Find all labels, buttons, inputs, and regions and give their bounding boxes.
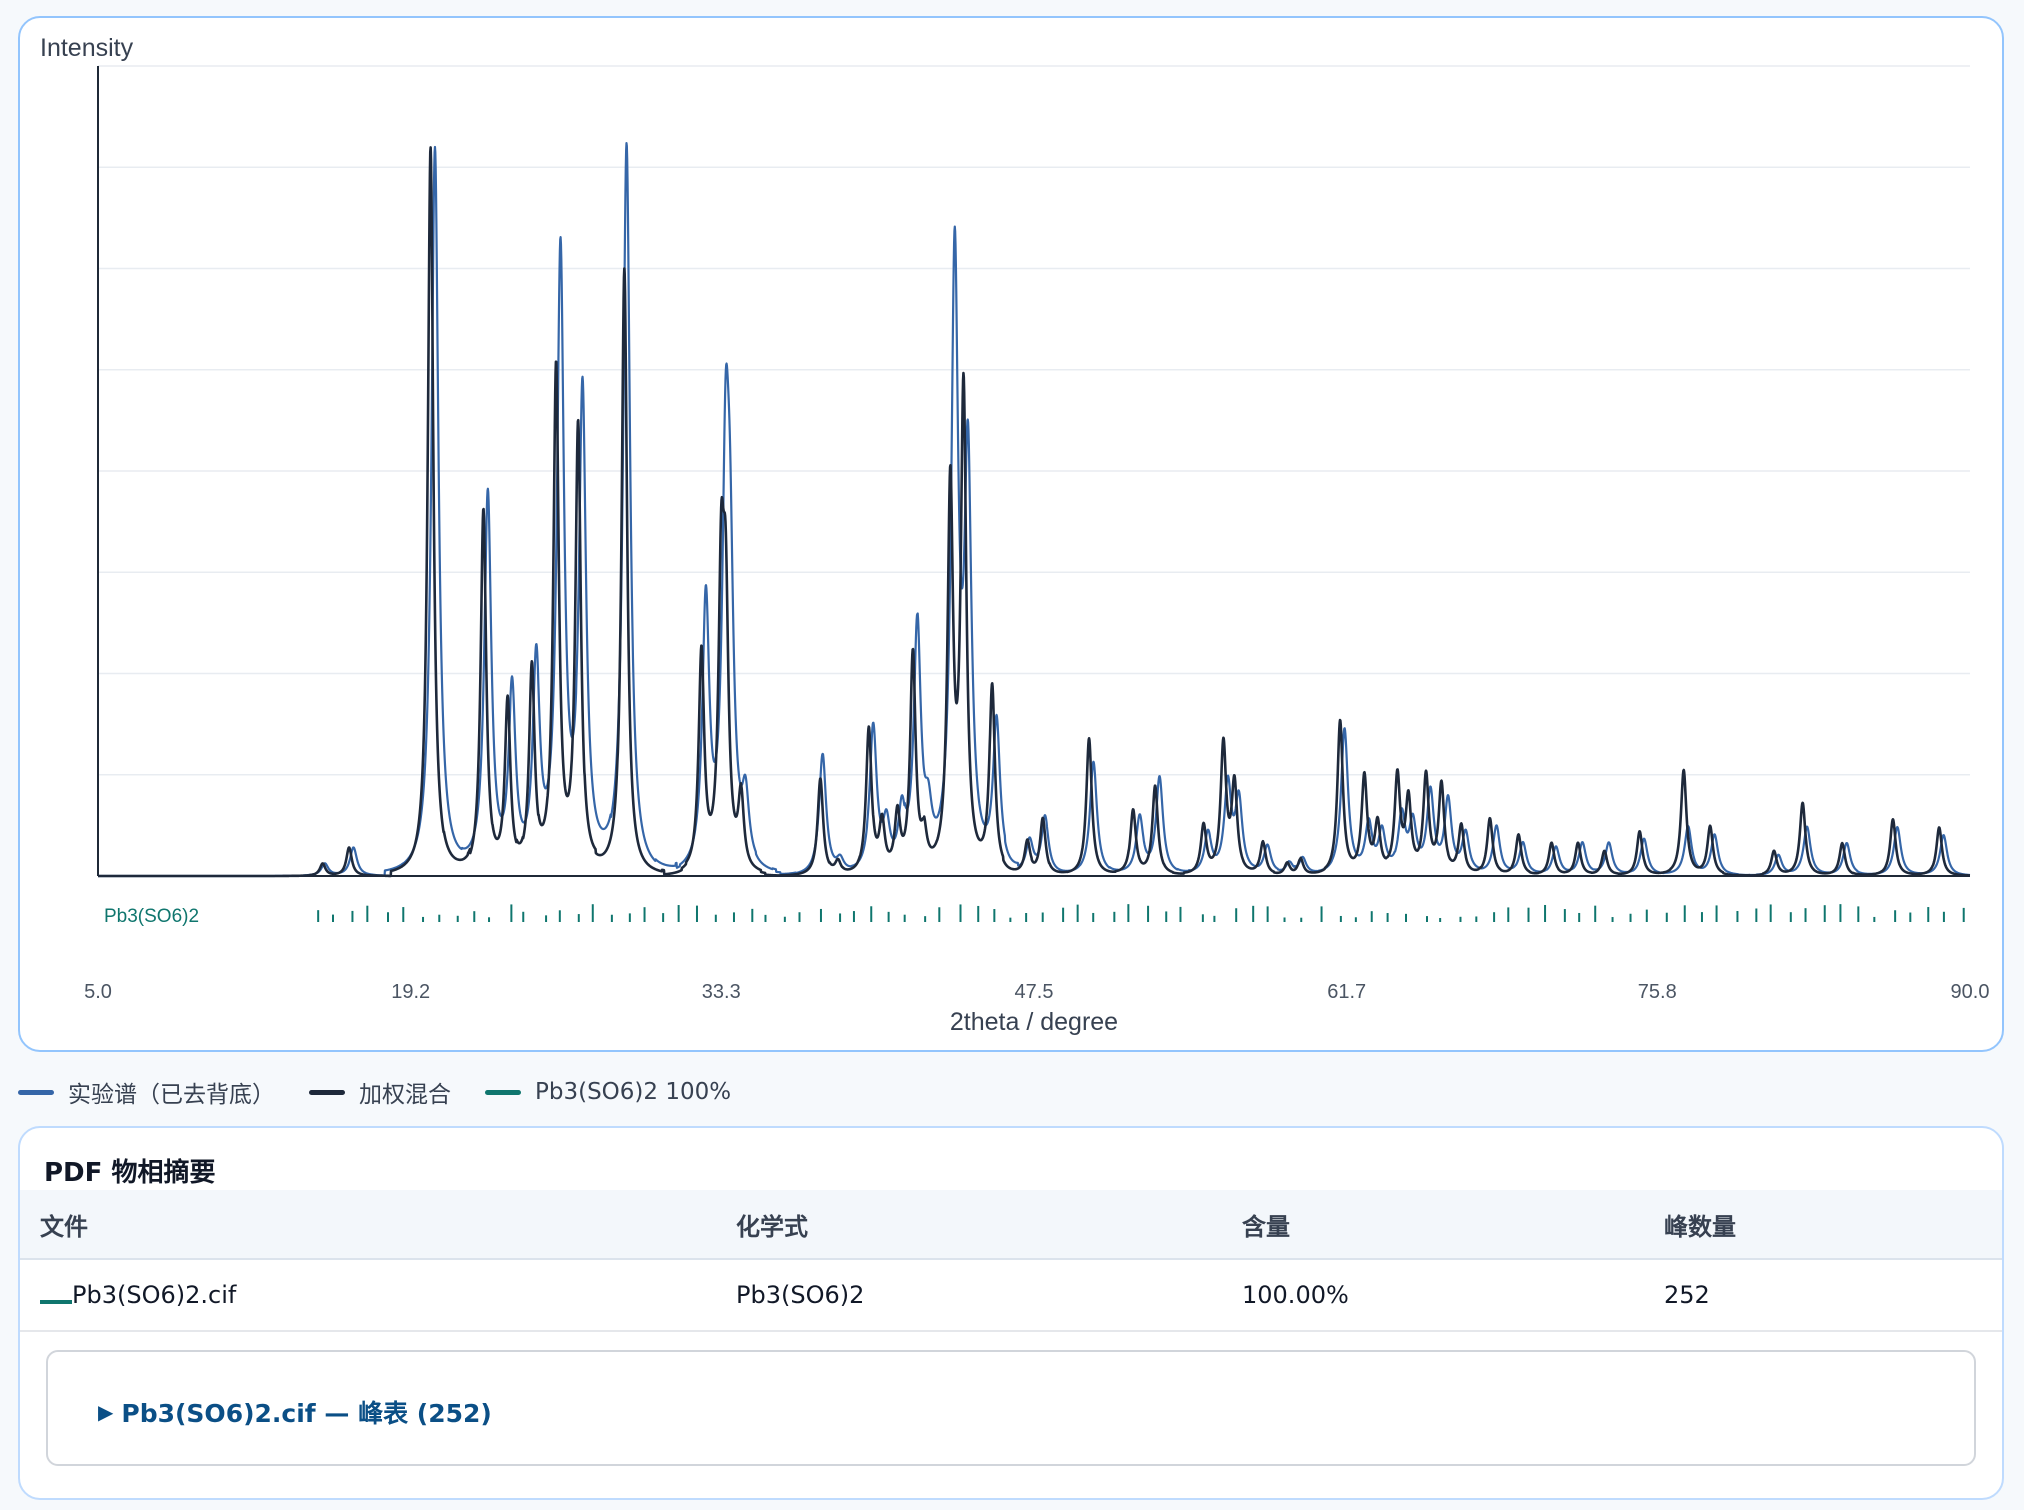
column-header-file: 文件 bbox=[20, 1190, 736, 1260]
expand-triangle-icon: ▶ bbox=[98, 1400, 114, 1424]
x-tick-label: 5.0 bbox=[84, 981, 112, 1003]
legend-swatch bbox=[309, 1089, 345, 1095]
legend-item: Pb3(SO6)2 100% bbox=[485, 1079, 731, 1105]
phase-color-swatch bbox=[40, 1300, 72, 1304]
formula-cell: Pb3(SO6)2 bbox=[736, 1259, 1242, 1332]
summary-title: PDF 物相摘要 bbox=[44, 1158, 216, 1188]
phase-summary-card: PDF 物相摘要 文件 化学式 含量 峰数量 Pb3(SO6)2.cif Pb3… bbox=[18, 1126, 2004, 1500]
column-header-formula: 化学式 bbox=[736, 1190, 1242, 1260]
peak-table-details: ▶ Pb3(SO6)2.cif — 峰表 (252) bbox=[46, 1350, 1976, 1466]
phase-table: 文件 化学式 含量 峰数量 Pb3(SO6)2.cif Pb3(SO6)2 10… bbox=[20, 1190, 2002, 1332]
xrd-chart: Pb3(SO6)2 5.0 19.2 33.3 47.5 61.7 75.8 90.0 2the… bbox=[40, 34, 1990, 1036]
x-tick-label: 75.8 bbox=[1638, 981, 1677, 1003]
legend-label: 实验谱（已去背底） bbox=[68, 1082, 275, 1108]
series-line-experimental bbox=[97, 141, 1971, 878]
x-tick-label: 90.0 bbox=[1951, 981, 1990, 1003]
peak-table-toggle-label: Pb3(SO6)2.cif — 峰表 (252) bbox=[121, 1399, 492, 1428]
x-tick-label: 33.3 bbox=[702, 981, 741, 1003]
x-tick-label: 61.7 bbox=[1327, 981, 1366, 1003]
peak-count-cell: 252 bbox=[1664, 1259, 2002, 1332]
reference-phase-label: Pb3(SO6)2 bbox=[104, 906, 199, 927]
x-tick-label: 47.5 bbox=[1015, 981, 1054, 1003]
content-cell: 100.00% bbox=[1242, 1259, 1664, 1332]
legend-label: Pb3(SO6)2 100% bbox=[535, 1079, 732, 1105]
column-header-content: 含量 bbox=[1242, 1190, 1664, 1260]
legend-swatch bbox=[485, 1089, 521, 1095]
x-tick-label: 19.2 bbox=[391, 981, 430, 1003]
table-row: Pb3(SO6)2.cif Pb3(SO6)2 100.00% 252 bbox=[20, 1259, 2002, 1332]
xrd-chart-card: Pb3(SO6)2 5.0 19.2 33.3 47.5 61.7 75.8 90.0 2the… bbox=[18, 16, 2004, 1052]
file-name: Pb3(SO6)2.cif bbox=[72, 1281, 237, 1309]
series-line-weighted-mix bbox=[97, 146, 1971, 878]
peak-table-toggle[interactable]: ▶ Pb3(SO6)2.cif — 峰表 (252) bbox=[98, 1394, 492, 1430]
chart-legend: 实验谱（已去背底） 加权混合 Pb3(SO6)2 100% bbox=[18, 1072, 731, 1112]
file-cell: Pb3(SO6)2.cif bbox=[20, 1259, 736, 1332]
legend-label: 加权混合 bbox=[359, 1082, 451, 1108]
x-axis-title: 2theta / degree bbox=[950, 1008, 1118, 1036]
y-axis-title: Intensity bbox=[40, 34, 134, 62]
table-header-row: 文件 化学式 含量 峰数量 bbox=[20, 1190, 2002, 1260]
legend-item: 加权混合 bbox=[309, 1075, 451, 1109]
legend-swatch bbox=[18, 1089, 54, 1095]
legend-item: 实验谱（已去背底） bbox=[18, 1075, 275, 1109]
column-header-peaks: 峰数量 bbox=[1664, 1190, 2002, 1260]
